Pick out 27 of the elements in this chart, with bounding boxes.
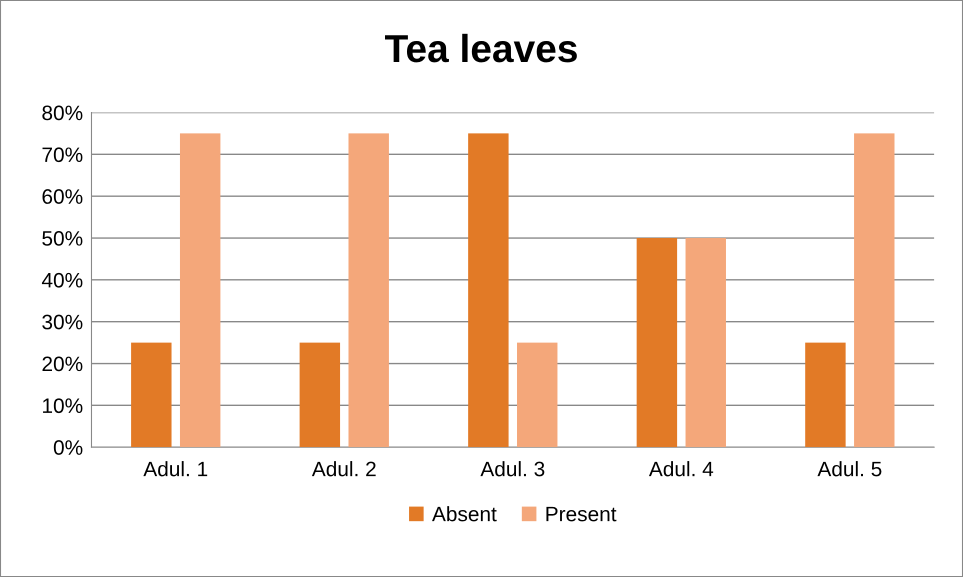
y-tick-label: 0% <box>54 440 82 455</box>
x-tick-label: Adul. 1 <box>143 461 208 476</box>
legend-label: Present <box>546 506 616 522</box>
y-tick-label: 40% <box>42 272 82 288</box>
y-tick-label: 10% <box>43 398 82 414</box>
y-tick-label: 20% <box>42 356 82 372</box>
bar <box>468 133 509 448</box>
x-tick-label: Adul. 3 <box>480 461 544 476</box>
chart-title: Tea leaves <box>385 34 577 62</box>
bar <box>854 133 895 448</box>
bar <box>300 342 340 448</box>
y-tick-label: 80% <box>42 106 82 120</box>
y-tick-label: 70% <box>42 147 82 162</box>
bar <box>686 238 726 448</box>
bar <box>517 342 558 448</box>
bar <box>348 133 389 448</box>
bar <box>131 342 172 448</box>
x-tick-label: Adul. 5 <box>817 461 882 476</box>
legend-label: Absent <box>432 506 497 522</box>
bar <box>805 342 846 448</box>
y-tick-label: 50% <box>42 231 82 246</box>
y-tick-label: 60% <box>42 189 82 204</box>
bar <box>636 238 678 448</box>
x-tick-label: Adul. 4 <box>648 461 714 476</box>
bar <box>180 133 220 448</box>
x-tick-label: Adul. 2 <box>312 461 376 476</box>
y-tick-label: 30% <box>42 314 82 330</box>
